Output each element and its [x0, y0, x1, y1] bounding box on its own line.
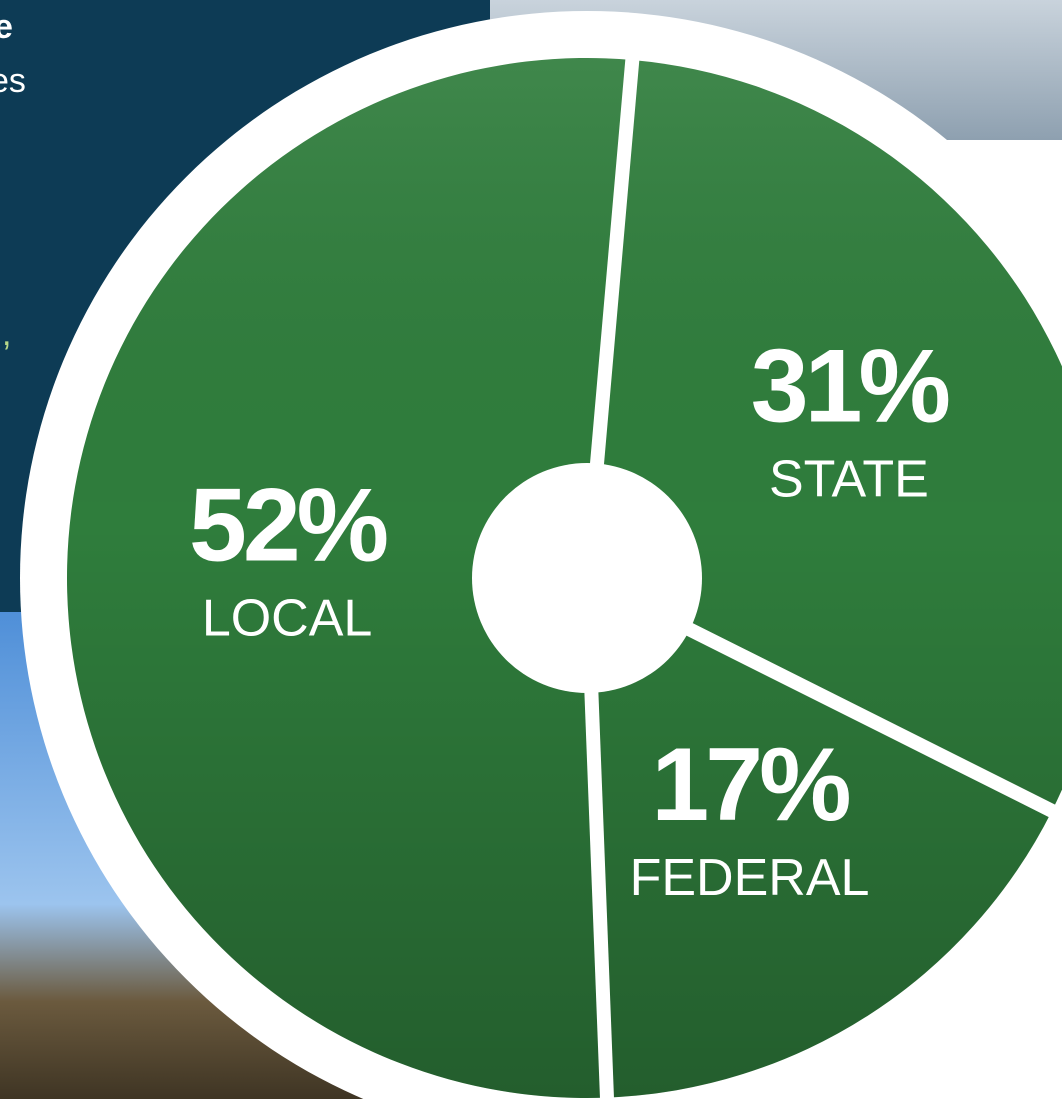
category-label: LOCAL	[202, 590, 373, 648]
value-label: 17%	[651, 727, 849, 843]
category-label: STATE	[769, 451, 929, 509]
page: {"panel_text": ["e", "es", ","], "chart_…	[0, 0, 1062, 1099]
pie-hole	[472, 463, 702, 693]
panel-fragment: e	[0, 8, 13, 46]
category-label: FEDERAL	[630, 849, 870, 907]
panel-fragment: ,	[2, 315, 11, 353]
value-label: 31%	[751, 329, 949, 445]
value-label: 52%	[189, 468, 387, 584]
panel-fragment: es	[0, 62, 26, 100]
chart: e es , 31% STATE 17% FEDERAL 52% LOCAL	[0, 0, 1062, 1099]
